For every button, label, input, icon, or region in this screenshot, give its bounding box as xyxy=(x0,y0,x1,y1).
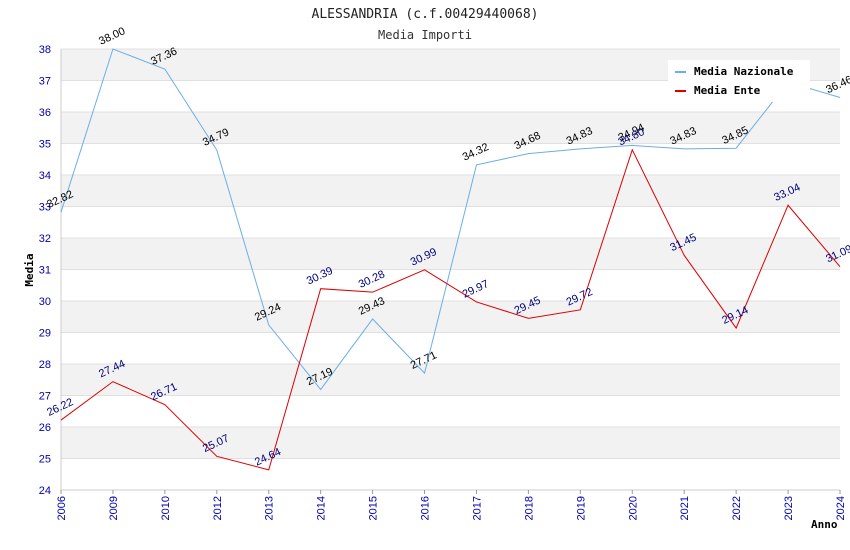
x-tick-label: 2024 xyxy=(835,496,847,520)
y-axis-label: Media xyxy=(23,253,36,286)
legend-box xyxy=(668,60,810,102)
grid-bands xyxy=(61,49,840,490)
legend: Media Nazionale Media Ente xyxy=(668,60,810,102)
x-tick-label: 2020 xyxy=(627,496,639,520)
y-tick-label: 28 xyxy=(39,359,51,371)
data-label-nazionale: 38.00 xyxy=(97,25,127,48)
y-axis-ticks: 24 25 26 27 28 29 30 31 32 33 34 35 36 37 38 xyxy=(39,44,51,497)
series-line-ente xyxy=(60,148,841,471)
grid-band xyxy=(61,427,840,459)
x-axis-label: Anno xyxy=(811,518,838,531)
x-tick-label: 2014 xyxy=(316,496,328,520)
grid-band xyxy=(61,395,840,427)
grid-band xyxy=(61,175,840,207)
y-tick-label: 37 xyxy=(39,76,51,88)
y-tick-label: 35 xyxy=(39,139,51,151)
x-tick-label: 2022 xyxy=(731,496,743,520)
x-axis-ticks: 2006 2009 2010 2012 2013 2014 2015 2016 2017 2018… xyxy=(56,490,847,520)
x-tick-label: 2019 xyxy=(575,496,587,520)
x-tick-label: 2006 xyxy=(56,496,68,520)
y-tick-label: 32 xyxy=(39,233,51,245)
x-tick-label: 2023 xyxy=(783,496,795,520)
y-tick-label: 38 xyxy=(39,44,51,56)
y-tick-label: 29 xyxy=(39,328,51,340)
grid-band xyxy=(61,364,840,396)
chart-subtitle: Media Importi xyxy=(378,28,472,42)
grid-band xyxy=(61,458,840,490)
chart-title: ALESSANDRIA (c.f.00429440068) xyxy=(312,7,539,22)
grid-band xyxy=(61,269,840,301)
y-tick-label: 26 xyxy=(39,422,51,434)
series-lines xyxy=(60,48,841,471)
x-tick-label: 2021 xyxy=(679,496,691,520)
grid-band xyxy=(61,238,840,270)
x-tick-label: 2017 xyxy=(471,496,483,520)
x-tick-label: 2018 xyxy=(523,496,535,520)
y-tick-label: 27 xyxy=(39,391,51,403)
x-tick-label: 2016 xyxy=(420,496,432,520)
y-tick-label: 30 xyxy=(39,296,51,308)
x-tick-label: 2013 xyxy=(264,496,276,520)
grid-band xyxy=(61,301,840,333)
legend-label-nazionale: Media Nazionale xyxy=(694,65,794,78)
x-tick-label: 2015 xyxy=(368,496,380,520)
y-tick-label: 25 xyxy=(39,454,51,466)
y-tick-label: 34 xyxy=(39,170,51,182)
y-tick-label: 24 xyxy=(39,485,51,497)
x-tick-label: 2012 xyxy=(212,496,224,520)
legend-label-ente: Media Ente xyxy=(694,84,761,97)
y-tick-label: 36 xyxy=(39,107,51,119)
y-tick-label: 31 xyxy=(39,265,51,277)
x-tick-label: 2010 xyxy=(160,496,172,520)
series-line-nazionale xyxy=(60,48,841,391)
x-tick-label: 2009 xyxy=(108,496,120,520)
grid-band xyxy=(61,206,840,238)
grid-band xyxy=(61,332,840,364)
y-tick-label: 33 xyxy=(39,202,51,214)
grid-band xyxy=(61,112,840,144)
